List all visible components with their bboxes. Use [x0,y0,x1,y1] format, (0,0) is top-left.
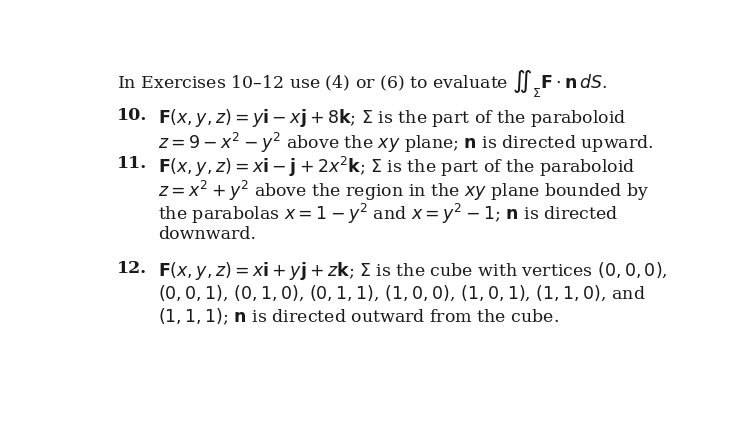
Text: downward.: downward. [157,225,256,242]
Text: $\mathbf{F}(x, y, z) = y\mathbf{i} - x\mathbf{j} + 8\mathbf{k}$; $\Sigma$ is the: $\mathbf{F}(x, y, z) = y\mathbf{i} - x\m… [157,107,626,129]
Text: $z = 9 - x^2 - y^2$ above the $xy$ plane; $\mathbf{n}$ is directed upward.: $z = 9 - x^2 - y^2$ above the $xy$ plane… [157,131,653,155]
Text: $z = x^2 + y^2$ above the region in the $xy$ plane bounded by: $z = x^2 + y^2$ above the region in the … [157,178,649,202]
Text: $\mathbf{F}(x, y, z) = x\mathbf{i} - \mathbf{j} + 2x^2\mathbf{k}$; $\Sigma$ is t: $\mathbf{F}(x, y, z) = x\mathbf{i} - \ma… [157,155,635,178]
Text: $(1, 1, 1)$; $\mathbf{n}$ is directed outward from the cube.: $(1, 1, 1)$; $\mathbf{n}$ is directed ou… [157,306,558,326]
Text: $\mathbf{F}(x, y, z) = x\mathbf{i} + y\mathbf{j} + z\mathbf{k}$; $\Sigma$ is the: $\mathbf{F}(x, y, z) = x\mathbf{i} + y\m… [157,259,667,281]
Text: $(0, 0, 1)$, $(0, 1, 0)$, $(0, 1, 1)$, $(1, 0, 0)$, $(1, 0, 1)$, $(1, 1, 0)$, an: $(0, 0, 1)$, $(0, 1, 0)$, $(0, 1, 1)$, $… [157,283,645,302]
Text: 10.: 10. [117,107,147,124]
Text: In Exercises 10–12 use (4) or (6) to evaluate $\iint_{\Sigma} \mathbf{F} \cdot \: In Exercises 10–12 use (4) or (6) to eva… [117,68,607,99]
Text: 12.: 12. [117,259,147,276]
Text: 11.: 11. [117,155,147,171]
Text: the parabolas $x = 1 - y^2$ and $x = y^2 - 1$; $\mathbf{n}$ is directed: the parabolas $x = 1 - y^2$ and $x = y^2… [157,201,618,226]
